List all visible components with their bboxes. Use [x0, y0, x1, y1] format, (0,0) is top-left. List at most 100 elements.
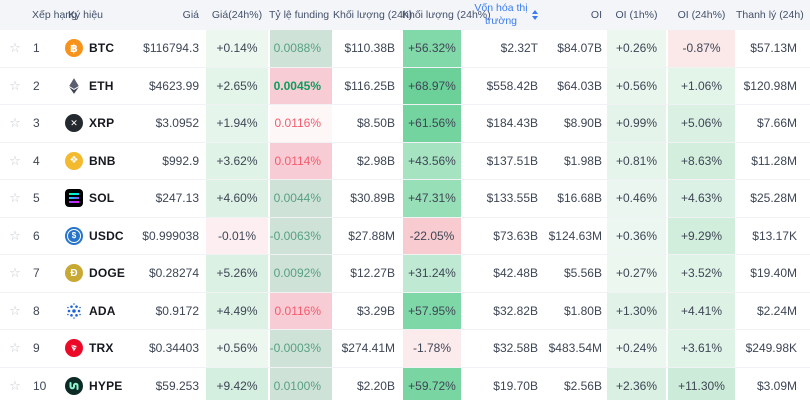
vol24hPct-value: -1.78% — [412, 341, 452, 356]
vol24h-cell: $2.98B — [333, 142, 402, 180]
oi24h-cell: +9.29% — [667, 217, 736, 255]
sort-arrows-icon[interactable] — [532, 10, 538, 20]
oi1h-value: +0.27% — [615, 266, 658, 281]
liq-cell: $3.09M — [736, 367, 810, 400]
col-header-oi-1h[interactable]: OI (1h%) — [606, 0, 667, 30]
rank-cell: 5 — [30, 179, 64, 218]
xrp-icon: ✕ — [65, 114, 83, 133]
favorite-star-icon[interactable]: ☆ — [9, 265, 21, 281]
coin-link-doge[interactable]: Ð DOGE — [64, 264, 140, 283]
col-header-volume-change-24h[interactable]: Khối lượng (24h%) — [402, 0, 491, 30]
col-header-oi-24h[interactable]: OI (24h%) — [667, 0, 736, 30]
col-header-market-cap[interactable]: Vốn hóa thị trường — [462, 0, 540, 30]
coin-link-sol[interactable]: SOL — [64, 189, 140, 208]
funding-cell: 0.0045% — [269, 67, 333, 105]
oi24h-cell: +8.63% — [667, 142, 736, 180]
favorite-star-icon[interactable]: ☆ — [9, 377, 21, 393]
symbol-cell: ฿ BTC — [64, 30, 140, 68]
col-header-rank[interactable]: Xếp hạng — [30, 0, 77, 30]
rank-cell: 3 — [30, 104, 64, 143]
coin-link-btc[interactable]: ฿ BTC — [64, 39, 140, 58]
funding-value: 0.0044% — [273, 191, 321, 206]
favorite-star-icon[interactable]: ☆ — [9, 40, 21, 56]
price-cell: $3.0952 — [140, 104, 205, 143]
col-header-symbol[interactable]: Ký hiệu — [64, 0, 140, 30]
vol24h-cell: $27.88M — [333, 217, 402, 255]
col-header-label: OI (1h%) — [615, 8, 658, 21]
liq-cell: $7.66M — [736, 104, 810, 143]
oi1h-value: +0.24% — [615, 341, 658, 356]
price24h-cell: -0.01% — [205, 217, 269, 255]
favorite-star-icon[interactable]: ☆ — [9, 190, 21, 206]
rank-cell: 9 — [30, 329, 64, 368]
favorite-cell: ☆ — [0, 217, 30, 255]
oi24h-cell: +4.41% — [667, 292, 736, 330]
col-header-funding-rate[interactable]: Tỷ lệ funding — [269, 0, 333, 30]
vol24hPct-value: +43.56% — [408, 153, 456, 168]
price24h-cell: +0.14% — [205, 30, 269, 68]
col-header-label: Giá — [182, 8, 199, 21]
liq-cell: $57.13M — [736, 30, 810, 68]
oi-cell: $16.68B — [540, 179, 606, 218]
favorite-star-icon[interactable]: ☆ — [9, 152, 21, 168]
coin-link-bnb[interactable]: ❖ BNB — [64, 151, 140, 170]
vol24hPct-cell: +31.24% — [402, 254, 462, 293]
vol24hPct-value: +31.24% — [408, 266, 456, 281]
vol24hPct-value: +57.95% — [408, 303, 456, 318]
mcap-cell: $73.63B — [462, 217, 540, 255]
oi1h-value: +0.26% — [615, 41, 658, 56]
coin-link-xrp[interactable]: ✕ XRP — [64, 114, 140, 133]
favorite-star-icon[interactable]: ☆ — [9, 77, 21, 93]
coin-link-hype[interactable]: HYPE — [64, 376, 140, 395]
coin-link-usdc[interactable]: $ USDC — [64, 226, 140, 245]
vol24hPct-value: -22.05% — [409, 228, 455, 243]
col-header-favorite — [0, 0, 30, 30]
funding-cell: 0.0116% — [269, 292, 333, 330]
oi1h-value: +0.81% — [615, 153, 658, 168]
vol24hPct-value: +56.32% — [408, 41, 456, 56]
col-header-price-change-24h[interactable]: Giá(24h%) — [205, 0, 269, 30]
rank-cell: 2 — [30, 67, 64, 105]
vol24hPct-cell: +68.97% — [402, 67, 462, 105]
oi24h-value: +9.29% — [680, 228, 723, 243]
price-cell: $0.9172 — [140, 292, 205, 330]
vol24h-cell: $3.29B — [333, 292, 402, 330]
col-header-volume-24h[interactable]: Khối lượng (24h) — [333, 0, 412, 30]
ada-icon — [65, 302, 83, 320]
col-header-label: Giá(24h%) — [211, 8, 263, 21]
favorite-star-icon[interactable]: ☆ — [9, 115, 21, 131]
price24h-cell: +4.49% — [205, 292, 269, 330]
favorite-star-icon[interactable]: ☆ — [9, 340, 21, 356]
col-header-label: OI (24h%) — [677, 8, 726, 21]
liq-cell: $13.17K — [736, 217, 810, 255]
oi24h-value: +5.06% — [680, 116, 723, 131]
col-header-price[interactable]: Giá — [140, 0, 205, 30]
trx-icon — [65, 339, 83, 358]
oi1h-cell: +0.24% — [606, 329, 667, 368]
favorite-cell: ☆ — [0, 142, 30, 180]
favorite-star-icon[interactable]: ☆ — [9, 302, 21, 318]
coin-link-eth[interactable]: ETH — [64, 77, 140, 95]
btc-icon: ฿ — [65, 39, 83, 58]
oi1h-cell: +0.56% — [606, 67, 667, 105]
oi24h-value: +1.06% — [680, 78, 723, 93]
col-header-liquidation-24h[interactable]: Thanh lý (24h) — [736, 0, 810, 30]
oi1h-cell: +0.36% — [606, 217, 667, 255]
vol24hPct-value: +68.97% — [408, 78, 456, 93]
oi24h-cell: +4.63% — [667, 179, 736, 218]
symbol-cell: ADA — [64, 292, 140, 330]
favorite-cell: ☆ — [0, 67, 30, 105]
oi-cell: $483.54M — [540, 329, 606, 368]
coin-link-ada[interactable]: ADA — [64, 302, 140, 320]
price24h-cell: +4.60% — [205, 179, 269, 218]
favorite-star-icon[interactable]: ☆ — [9, 227, 21, 243]
col-header-open-interest[interactable]: OI — [540, 0, 606, 30]
coin-link-trx[interactable]: TRX — [64, 339, 140, 358]
vol24h-cell: $2.20B — [333, 367, 402, 400]
mcap-cell: $137.51B — [462, 142, 540, 180]
price-cell: $116794.3 — [140, 30, 205, 68]
mcap-cell: $184.43B — [462, 104, 540, 143]
oi-cell: $8.90B — [540, 104, 606, 143]
liq-cell: $11.28M — [736, 142, 810, 180]
oi24h-cell: +3.52% — [667, 254, 736, 293]
